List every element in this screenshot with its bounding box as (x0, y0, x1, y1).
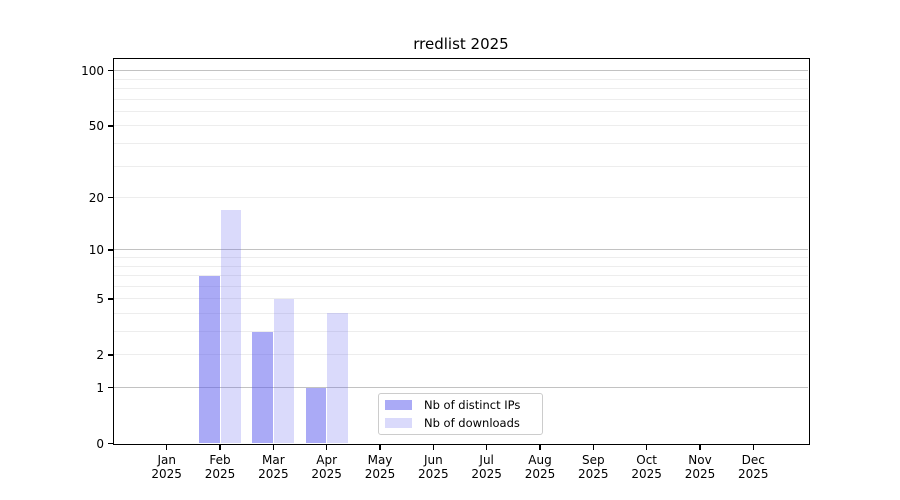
x-tick-mark (165, 445, 168, 450)
x-tick-label: Nov 2025 (684, 452, 716, 482)
bar-downloads-mar (273, 298, 295, 444)
x-tick-mark (219, 445, 221, 450)
x-tick-mark (699, 445, 701, 450)
minor-gridline (114, 256, 808, 258)
x-tick-mark (379, 445, 381, 450)
minor-gridline (114, 265, 808, 267)
legend-swatch-distinct-ips-icon (385, 399, 412, 410)
x-tick-label: Aug 2025 (524, 452, 556, 482)
major-gridline (114, 387, 808, 388)
x-tick-mark (485, 445, 488, 450)
minor-gridline (114, 285, 808, 287)
y-tick-label: 0 (96, 436, 104, 451)
y-tick-mark (107, 386, 114, 389)
y-tick-mark (107, 125, 114, 127)
x-tick-label: Dec 2025 (738, 452, 769, 482)
bar-ips-apr (305, 387, 327, 444)
legend-item-downloads: Nb of downloads (385, 414, 542, 432)
minor-gridline (114, 110, 808, 112)
x-tick-label: Mar 2025 (258, 452, 289, 482)
minor-gridline (114, 275, 808, 277)
bar-ips-mar (252, 331, 273, 444)
major-gridline (114, 70, 808, 72)
y-tick-label: 10 (88, 242, 104, 257)
x-tick-label: Apr 2025 (311, 452, 342, 482)
y-tick-mark (107, 249, 114, 251)
y-tick-mark (107, 442, 114, 445)
minor-gridline (114, 78, 808, 80)
x-tick-mark (752, 445, 755, 450)
x-tick-label: Sep 2025 (578, 452, 609, 482)
x-tick-label: Feb 2025 (204, 452, 236, 482)
minor-gridline (114, 331, 808, 332)
minor-gridline (114, 354, 808, 356)
x-tick-label: Oct 2025 (631, 452, 662, 482)
x-tick-mark (592, 445, 595, 450)
legend-label-distinct-ips: Nb of distinct IPs (424, 397, 521, 412)
y-tick-label: 1 (96, 380, 104, 395)
x-tick-label: Jan 2025 (151, 452, 182, 482)
minor-gridline (114, 88, 808, 89)
legend-label-downloads: Nb of downloads (424, 415, 520, 430)
legend-item-distinct-ips: Nb of distinct IPs (385, 396, 542, 414)
bar-downloads-apr (327, 313, 348, 444)
major-gridline (114, 249, 808, 251)
y-tick-mark (107, 298, 114, 300)
y-tick-label: 20 (88, 190, 104, 205)
y-tick-label: 100 (81, 63, 104, 78)
x-tick-mark (272, 445, 275, 450)
y-tick-label: 5 (96, 291, 104, 306)
minor-gridline (114, 197, 808, 199)
minor-gridline (114, 312, 808, 314)
x-tick-mark (325, 445, 328, 450)
x-tick-label: Jul 2025 (471, 452, 502, 482)
y-tick-mark (107, 69, 114, 72)
legend: Nb of distinct IPs Nb of downloads (378, 392, 543, 435)
x-tick-mark (432, 445, 435, 450)
x-tick-label: Jun 2025 (418, 452, 449, 482)
y-tick-mark (107, 354, 114, 356)
minor-gridline (114, 298, 808, 300)
minor-gridline (114, 125, 808, 127)
y-tick-label: 2 (96, 347, 104, 362)
y-tick-mark (107, 196, 114, 199)
minor-gridline (114, 98, 808, 100)
minor-gridline (114, 165, 808, 167)
minor-gridline (114, 143, 808, 144)
legend-swatch-downloads-icon (385, 417, 412, 428)
bar-ips-feb (199, 275, 220, 444)
chart-title: rredlist 2025 (413, 35, 509, 53)
x-tick-mark (645, 445, 648, 450)
bar-downloads-feb (220, 210, 242, 444)
y-tick-label: 50 (88, 118, 104, 133)
x-tick-mark (539, 445, 541, 450)
x-tick-label: May 2025 (364, 452, 396, 482)
